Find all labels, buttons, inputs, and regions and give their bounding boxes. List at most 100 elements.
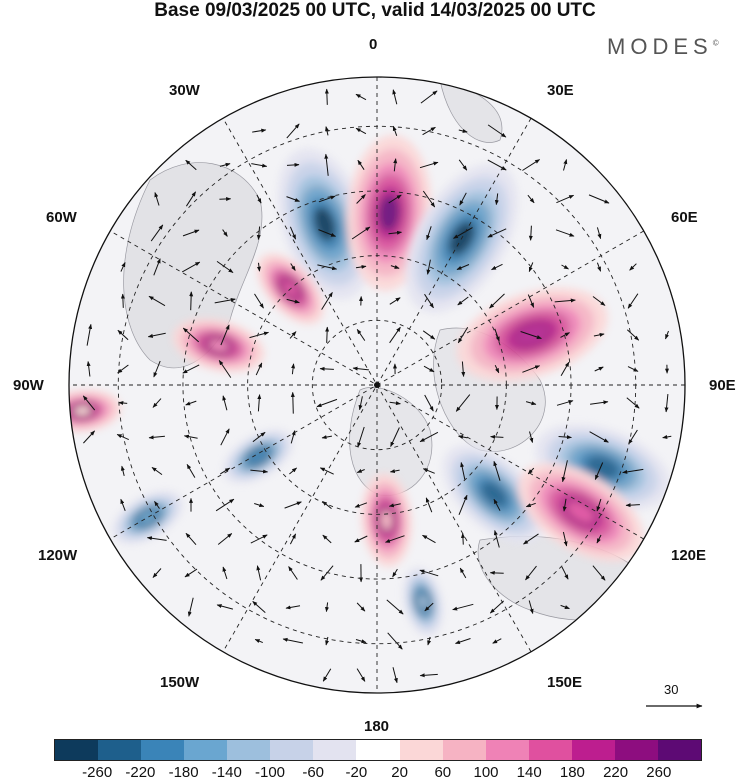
color-scale-tick: -180 (168, 764, 199, 781)
wind-arrow (216, 260, 234, 274)
wind-arrow (528, 600, 534, 614)
lon-label-30e: 30E (547, 82, 574, 99)
wind-arrow (355, 264, 367, 269)
wind-arrow (255, 362, 263, 376)
wind-arrow (356, 602, 366, 612)
wind-arrow (152, 398, 162, 408)
wind-arrow (153, 360, 161, 378)
wind-arrow (422, 534, 436, 544)
wind-arrow (452, 603, 474, 611)
wind-arrow (220, 428, 230, 446)
wind-arrow (453, 227, 473, 239)
wind-arrow (422, 126, 436, 136)
wind-arrow (182, 364, 200, 374)
wind-arrow (185, 191, 197, 207)
wind-arrow (592, 565, 606, 581)
wind-arrow (285, 605, 301, 610)
wind-arrow (222, 566, 228, 580)
lon-label-120w: 120W (38, 547, 78, 564)
wind-arrow (662, 435, 672, 439)
color-swatch-11 (528, 740, 572, 760)
wind-arrow (525, 502, 536, 508)
wind-arrow (358, 396, 363, 411)
wind-arrow (256, 262, 261, 272)
wind-arrow (254, 503, 265, 508)
wind-arrow (493, 530, 500, 548)
wind-arrow (147, 332, 166, 338)
wind-arrow (665, 330, 669, 340)
anomaly-contour (313, 206, 336, 241)
wind-arrow (455, 638, 471, 644)
wind-arrow (252, 128, 267, 133)
wind-arrow (460, 462, 466, 480)
wind-arrow (528, 225, 533, 241)
wind-arrow (492, 638, 502, 644)
wind-arrow (596, 498, 602, 512)
wind-arrow (290, 263, 296, 271)
wind-arrow (390, 427, 400, 447)
wind-arrow (460, 532, 465, 545)
negative-anomaly (223, 429, 294, 484)
anomaly-contour (208, 339, 230, 352)
color-swatch-9 (442, 740, 486, 760)
wind-arrow (422, 468, 435, 474)
color-swatch-13 (614, 740, 658, 760)
wind-arrow (289, 467, 297, 475)
wind-arrow (316, 398, 338, 408)
wind-arrow (459, 192, 467, 206)
wind-arrow (388, 503, 401, 508)
wind-arrow (560, 332, 570, 338)
wind-arrow (256, 565, 262, 581)
wind-arrow (461, 361, 466, 377)
wind-arrow (385, 535, 405, 543)
wind-arrow (560, 361, 570, 377)
wind-arrow (83, 430, 95, 444)
wind-arrow (325, 326, 330, 343)
wind-arrow (220, 467, 231, 475)
wind-arrow (422, 190, 436, 208)
wind-arrow (392, 125, 398, 136)
wind-arrow (357, 426, 365, 448)
wind-arrow (317, 264, 338, 271)
color-swatch-6 (313, 740, 357, 760)
wind-arrow (148, 435, 165, 440)
color-scale-tick: 20 (391, 764, 408, 781)
wind-arrow (120, 465, 125, 477)
wind-arrow (627, 293, 639, 309)
wind-arrow (351, 226, 371, 240)
negative-anomaly (112, 490, 183, 545)
wind-arrow (356, 194, 366, 204)
wind-arrow (424, 293, 434, 309)
lon-label-30w: 30W (169, 82, 200, 99)
wind-arrow (458, 159, 468, 171)
wind-arrow (286, 123, 300, 139)
wind-vectors (82, 88, 672, 684)
wind-arrow (561, 264, 569, 270)
wind-arrow (289, 331, 297, 339)
color-scale-tick: -260 (82, 764, 113, 781)
wind-arrow (354, 535, 368, 543)
wind-arrow (487, 159, 507, 171)
color-swatch-3 (184, 740, 228, 760)
wind-arrow (390, 265, 400, 269)
color-scale-bar (54, 739, 702, 761)
wind-arrow (628, 429, 638, 445)
wind-arrow (186, 463, 196, 478)
wind-arrow (525, 565, 537, 581)
lon-label-0: 0 (369, 36, 378, 53)
color-scale-tick: -100 (254, 764, 286, 781)
wind-arrow (152, 568, 162, 578)
wind-arrow (355, 639, 367, 644)
color-swatch-10 (485, 740, 529, 760)
lon-label-90w: 90W (13, 377, 44, 394)
wind-arrow (288, 566, 298, 580)
wind-arrow (318, 195, 336, 203)
wind-arrow (254, 293, 264, 309)
wind-arrow (118, 401, 128, 406)
wind-arrow (487, 124, 507, 138)
map-boundary (68, 76, 686, 694)
wind-arrow (289, 226, 297, 240)
wind-arrow (257, 394, 262, 412)
wind-arrow (494, 328, 500, 342)
